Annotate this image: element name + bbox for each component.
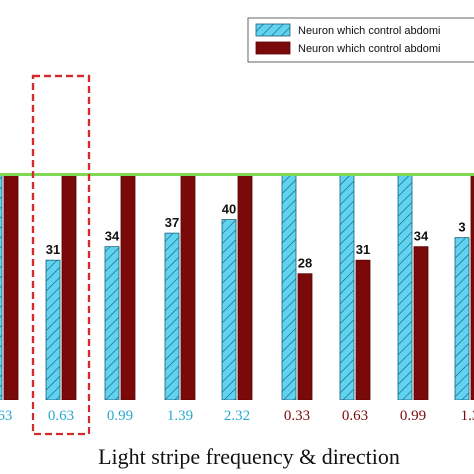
x-axis-label: Light stripe frequency & direction [98,444,400,469]
x-tick-label: 0.63 [342,408,368,424]
bar-abdomen-a-2 [104,246,120,400]
bar-abdomen-b-8 [470,174,474,400]
x-tick-label: 0.33 [284,408,310,424]
data-label: 37 [165,215,179,230]
bar-abdomen-a-5 [281,174,297,400]
bar-abdomen-a-4 [221,219,237,400]
x-tick-label: 0.99 [107,408,133,424]
bar-abdomen-b-4 [237,174,253,400]
x-tick-label: .63 [0,408,12,424]
data-label: 31 [356,242,370,257]
bar-abdomen-b-7 [413,246,429,400]
bar-abdomen-b-6 [355,259,371,400]
x-tick-label: 2.32 [224,408,250,424]
bar-abdomen-b-3 [180,174,196,400]
x-tick-label: 1.39 [167,408,193,424]
bar-abdomen-b-2 [120,174,136,400]
bar-abdomen-a-8 [454,237,470,400]
bar-abdomen-a-0 [0,174,3,400]
bar-abdomen-b-5 [297,273,313,400]
data-label: 28 [298,256,312,271]
data-label: 34 [105,229,120,244]
x-tick-label: 1.3 [461,408,474,424]
legend-label: Neuron which control abdomi [298,43,440,55]
data-label: 34 [414,229,429,244]
bar-abdomen-a-1 [45,259,61,400]
x-tick-labels: .63 0.63 0.99 1.39 2.32 0.33 0.63 0.99 1.3 [0,74,474,436]
data-label: 3 [458,220,465,235]
legend-swatch [255,41,291,55]
data-label: 40 [222,202,236,217]
bar-abdomen-a-3 [164,232,180,400]
legend-label: Neuron which control abdomi [298,25,440,37]
bar-abdomen-a-6 [339,174,355,400]
highlight-box-outline [31,74,91,436]
legend: Neuron which control abdomi Neuron which … [247,17,474,63]
bar-abdomen-b-0 [3,174,19,400]
bar-abdomen-a-7 [397,174,413,400]
x-tick-label: 0.63 [48,408,74,424]
legend-swatch [255,23,291,37]
x-tick-label: 0.99 [400,408,426,424]
data-label: 31 [46,242,60,257]
bar-abdomen-b-1 [61,174,77,400]
